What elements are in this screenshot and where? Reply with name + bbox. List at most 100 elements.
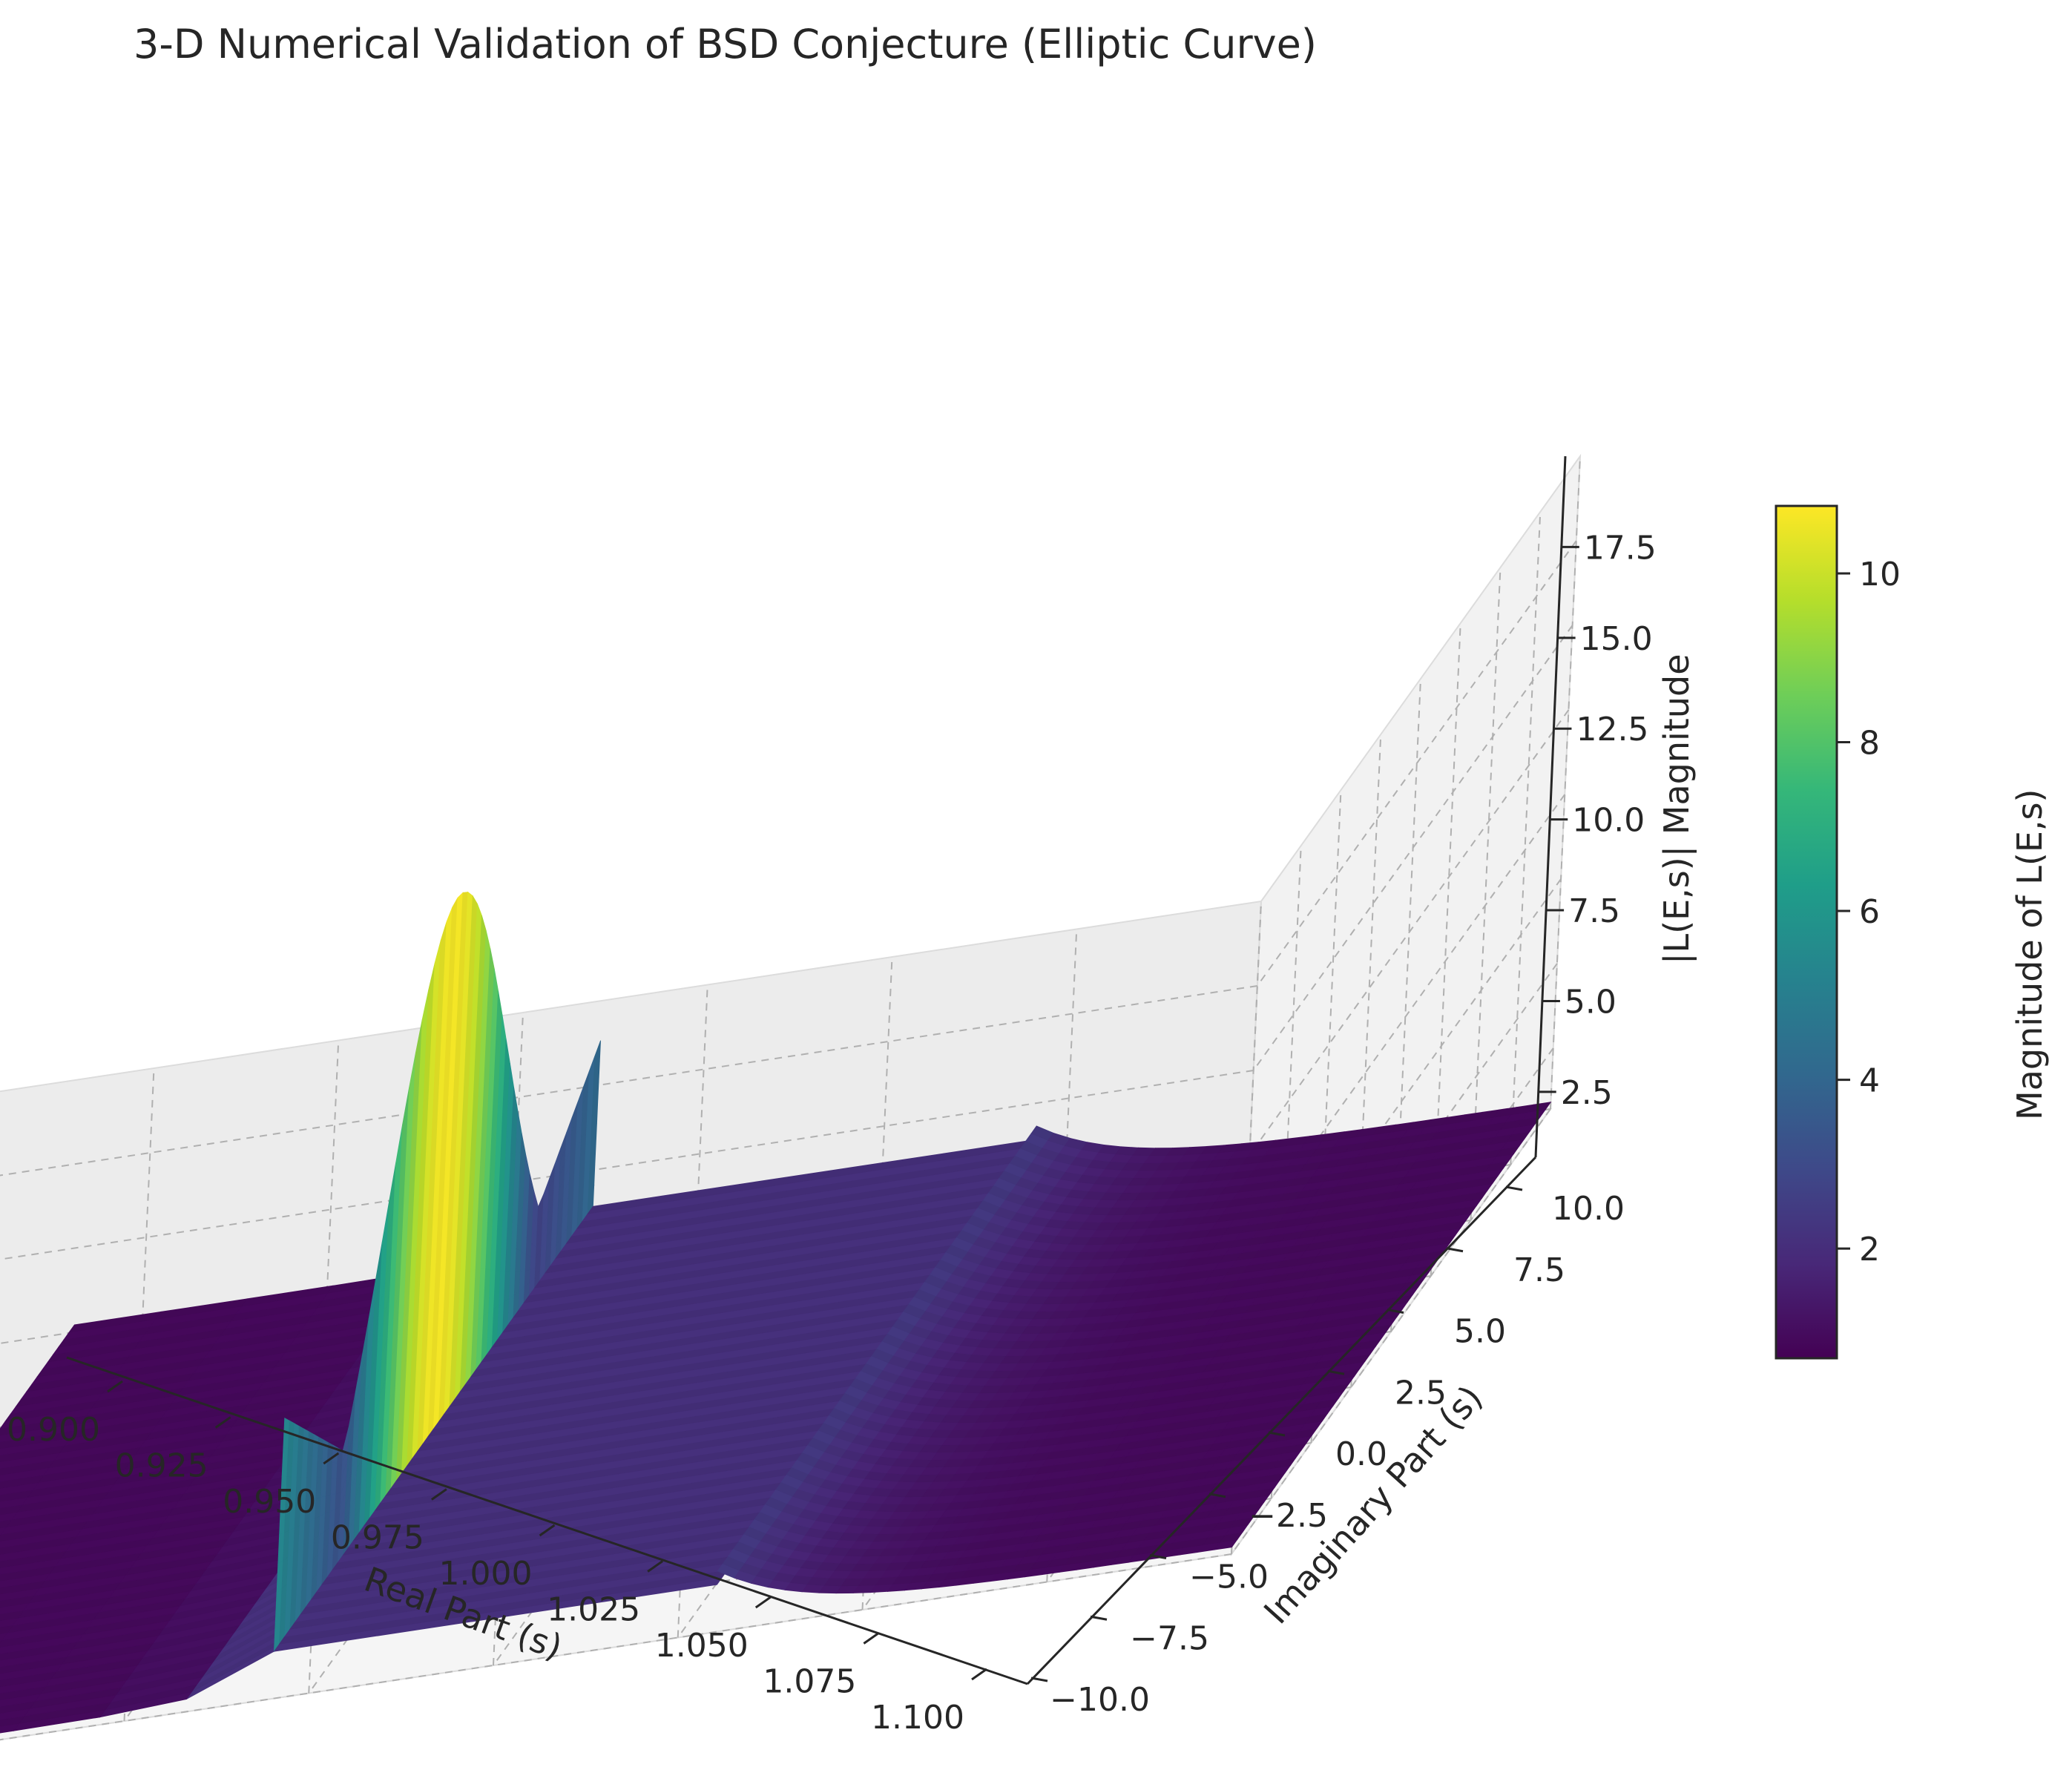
y-axis-line	[1026, 1156, 1537, 1685]
x-tick-mark	[863, 1632, 880, 1645]
grid-line-z	[0, 985, 1257, 1177]
surface-facet	[0, 1496, 29, 1509]
surface-facet	[0, 1648, 73, 1668]
y-tick-label: 5.0	[1454, 1313, 1506, 1351]
surface-facet	[0, 1452, 61, 1469]
surface-facet	[0, 1639, 3, 1644]
axis-lines	[66, 455, 1567, 1685]
grid-line-y	[1470, 567, 1502, 1221]
surface-facet	[0, 1573, 51, 1588]
surface-facet	[0, 1558, 62, 1575]
surface-facet	[0, 1715, 25, 1727]
surface-facet	[0, 1678, 52, 1694]
grid-line-y	[0, 1553, 1232, 1741]
y-tick-label: 7.5	[1513, 1251, 1565, 1289]
surface-facet	[0, 1422, 82, 1443]
grid-line-z	[0, 1154, 1250, 1344]
x-tick-label: 0.975	[331, 1519, 424, 1557]
surface-facet	[0, 1437, 71, 1455]
z-tick-label: 5.0	[1565, 983, 1617, 1021]
surface-facet	[593, 1040, 601, 1076]
z-tick-label: 7.5	[1568, 892, 1620, 930]
surface-facet	[0, 1504, 24, 1516]
colorbar-ticks: 2 4 6 8 10	[1837, 556, 1901, 1269]
x-tick-label: 0.900	[7, 1411, 100, 1449]
surface-facet	[0, 1429, 76, 1450]
x-tick-label: 1.100	[871, 1699, 964, 1737]
surface-facet	[0, 1595, 35, 1608]
surface-plot	[0, 891, 1552, 1734]
surface-facet	[0, 1587, 40, 1602]
colorbar-box	[1775, 504, 1838, 1360]
x-tick-label: 1.025	[547, 1591, 640, 1629]
z-tick-label: 2.5	[1561, 1074, 1613, 1112]
y-tick-label: −2.5	[1249, 1497, 1328, 1535]
y-tick-label: 10.0	[1552, 1190, 1625, 1228]
surface-facet	[0, 1625, 14, 1634]
x-tick-mark	[214, 1416, 231, 1429]
surface-facet	[0, 1633, 84, 1654]
z-tick-label: 17.5	[1584, 529, 1657, 567]
surface-facet	[68, 1311, 162, 1333]
grid-line-z	[1257, 540, 1577, 987]
y-tick-mark	[1387, 1309, 1404, 1314]
x-tick-mark	[754, 1596, 772, 1609]
z-tick-label: 15.0	[1580, 620, 1653, 658]
surface-facet	[0, 1708, 31, 1720]
x-tick-mark	[431, 1488, 447, 1501]
x-tick-label: 1.075	[763, 1663, 856, 1701]
surface-facet	[0, 1565, 56, 1582]
y-tick-mark	[1208, 1493, 1226, 1498]
y-tick-mark	[1268, 1431, 1286, 1437]
surface-facet	[530, 1255, 536, 1270]
y-tick-label: −10.0	[1050, 1681, 1150, 1719]
surface-facet	[524, 1254, 532, 1271]
x-axis-line	[66, 1356, 1028, 1685]
y-tick-label: 2.5	[1395, 1374, 1447, 1412]
z-axis-label: |L(E,s)| Magnitude	[1657, 654, 1697, 965]
colorbar-tick-label: 2	[1859, 1231, 1880, 1269]
surface-facet	[0, 1459, 56, 1475]
y-tick-mark	[1090, 1615, 1108, 1621]
y-tick-mark	[1030, 1676, 1048, 1682]
surface-facet	[0, 1671, 57, 1688]
surface-facet	[0, 1610, 24, 1621]
surface-facet	[0, 1580, 46, 1595]
y-tick-mark	[1446, 1247, 1464, 1253]
surface-facet	[0, 1528, 83, 1548]
z-axis-line	[1534, 455, 1567, 1158]
colorbar-tick-label: 4	[1859, 1062, 1880, 1100]
y-tick-label: −5.0	[1189, 1559, 1269, 1596]
colorbar-label: Magnitude of L(E,s)	[2010, 789, 2050, 1120]
surface-facet	[0, 1550, 67, 1568]
x-tick-label: 1.050	[655, 1627, 749, 1665]
x-tick-label: 0.950	[223, 1483, 316, 1521]
x-tick-mark	[971, 1668, 987, 1681]
surface-facet	[0, 1481, 39, 1495]
x-axis-ticks: 0.900 0.925 0.950 0.975 1.000 1.025 1.050 1.075…	[7, 1380, 987, 1737]
x-tick-label: 0.925	[115, 1447, 208, 1485]
y-tick-mark	[1505, 1185, 1523, 1191]
x-tick-mark	[323, 1452, 340, 1465]
surface-facet	[0, 1536, 78, 1555]
surface-facet	[0, 1526, 7, 1536]
surface-facet	[0, 1444, 66, 1462]
colorbar-tick-label: 6	[1859, 893, 1880, 931]
z-tick-label: 10.0	[1572, 802, 1645, 840]
x-tick-label: 1.000	[439, 1555, 533, 1593]
surface-facet	[0, 1543, 72, 1562]
surface-facet	[0, 1511, 18, 1522]
surface-facet	[0, 1602, 30, 1615]
surface-facet	[0, 1663, 63, 1681]
x-tick-mark	[539, 1524, 556, 1537]
surface-facet	[335, 1478, 342, 1495]
surface-facet	[0, 1474, 45, 1489]
surface-facet	[0, 1467, 50, 1482]
y-tick-label: −7.5	[1130, 1619, 1209, 1657]
colorbar-tick-label: 8	[1859, 725, 1880, 763]
surface-facet	[1527, 1102, 1552, 1113]
z-tick-label: 12.5	[1576, 711, 1648, 748]
y-tick-label: 0.0	[1335, 1435, 1387, 1473]
surface-facet	[0, 1693, 42, 1707]
